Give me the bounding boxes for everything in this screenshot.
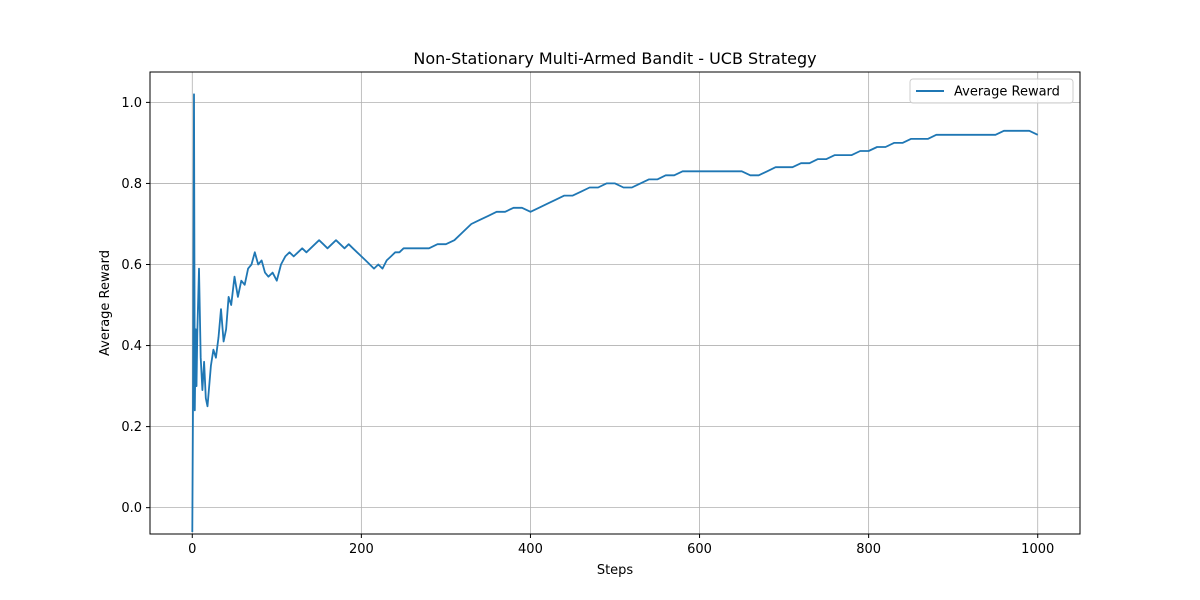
x-tick-label: 400 xyxy=(518,542,543,557)
legend: Average Reward xyxy=(909,78,1074,104)
chart-title: Non-Stationary Multi-Armed Bandit - UCB … xyxy=(413,49,816,68)
x-tick-label: 0 xyxy=(188,542,196,557)
legend-label: Average Reward xyxy=(954,85,1060,100)
x-tick-label: 600 xyxy=(687,542,712,557)
plot-frame xyxy=(149,71,1081,535)
y-tick-label: 0.4 xyxy=(121,339,142,354)
y-tick-label: 1.0 xyxy=(121,96,142,111)
x-tick-label: 1000 xyxy=(1021,542,1054,557)
plot-area xyxy=(150,72,1080,534)
series-line-average-reward xyxy=(191,93,1039,533)
x-tick-label: 200 xyxy=(349,542,374,557)
axis-ticks: 0 200 400 600 800 1000 0.0 0.2 0.4 0.6 0.8 1.0 xyxy=(121,96,1054,557)
x-tick-label: 800 xyxy=(856,542,881,557)
series-lines xyxy=(191,93,1039,533)
x-axis-label: Steps xyxy=(597,563,634,578)
y-tick-label: 0.6 xyxy=(121,258,142,273)
y-tick-label: 0.2 xyxy=(121,420,142,435)
y-tick-label: 0.8 xyxy=(121,177,142,192)
y-axis-label: Average Reward xyxy=(98,250,113,356)
legend-box xyxy=(909,78,1074,104)
y-tick-label: 0.0 xyxy=(121,501,142,516)
